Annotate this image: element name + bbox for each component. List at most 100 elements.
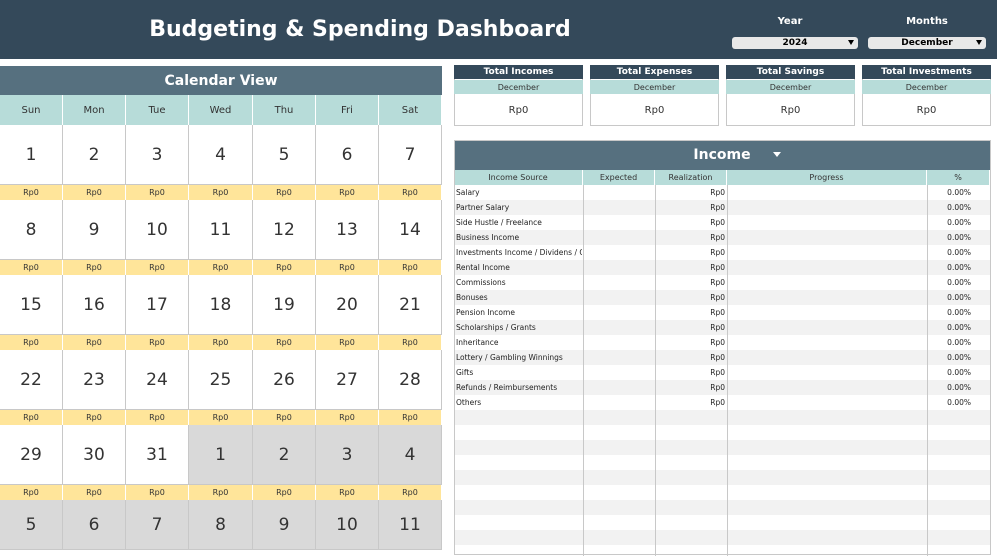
day-cell: 23 (63, 350, 126, 410)
column-divider (727, 485, 728, 500)
table-row (454, 395, 990, 410)
column-divider (655, 455, 656, 470)
column-divider (655, 260, 656, 275)
column-divider (583, 350, 584, 365)
column-divider (727, 380, 728, 395)
weekday: Sun (0, 95, 63, 125)
card-period: December (454, 80, 583, 94)
column-divider (727, 200, 728, 215)
day-cell: 25 (189, 350, 253, 410)
day-cell: 21 (379, 275, 442, 335)
day-amount: Rp0 (63, 410, 126, 425)
column-divider (927, 530, 928, 545)
dropdown-arrow (848, 40, 854, 45)
day-amount: Rp0 (0, 260, 63, 275)
column-divider (583, 485, 584, 500)
column-divider (727, 410, 728, 425)
table-row (454, 515, 990, 530)
table-row (454, 215, 990, 230)
income-source: Gifts (456, 368, 474, 377)
column-divider (727, 185, 728, 200)
column-divider (927, 470, 928, 485)
day-amount: Rp0 (189, 185, 253, 200)
column-divider (927, 290, 928, 305)
column-divider (727, 545, 728, 556)
day-cell: 6 (63, 500, 126, 550)
income-realization: Rp0 (710, 278, 725, 287)
column-divider (583, 275, 584, 290)
table-row (454, 425, 990, 440)
column-divider (655, 515, 656, 530)
day-cell: 3 (126, 125, 189, 185)
income-realization: Rp0 (710, 398, 725, 407)
income-dropdown-arrow[interactable] (773, 152, 781, 157)
column-divider (927, 230, 928, 245)
table-row (454, 185, 990, 200)
column-divider (583, 185, 584, 200)
day-cell: 16 (63, 275, 126, 335)
column-divider (655, 410, 656, 425)
day-cell: 2 (63, 125, 126, 185)
day-amount: Rp0 (126, 485, 189, 500)
column-divider (727, 230, 728, 245)
column-divider (583, 530, 584, 545)
day-amount: Rp0 (379, 185, 442, 200)
column-divider (927, 380, 928, 395)
day-amount: Rp0 (253, 260, 316, 275)
table-row (454, 305, 990, 320)
column-divider (583, 515, 584, 530)
table-row (454, 485, 990, 500)
day-cell: 11 (379, 500, 442, 550)
table-row (454, 200, 990, 215)
day-amount: Rp0 (126, 260, 189, 275)
column-header: Realization (655, 170, 727, 185)
year-dropdown[interactable]: 2024 (732, 37, 858, 49)
day-amount: Rp0 (379, 485, 442, 500)
title: Budgeting & Spending Dashboard (149, 16, 571, 42)
column-divider (583, 290, 584, 305)
column-divider (583, 470, 584, 485)
column-divider (927, 455, 928, 470)
day-amount: Rp0 (126, 410, 189, 425)
day-amount: Rp0 (63, 260, 126, 275)
column-divider (655, 320, 656, 335)
day-amount: Rp0 (253, 335, 316, 350)
income-percent: 0.00% (947, 323, 971, 332)
day-cell: 29 (0, 425, 63, 485)
column-divider (927, 260, 928, 275)
income-percent: 0.00% (947, 263, 971, 272)
column-divider (727, 245, 728, 260)
income-realization: Rp0 (710, 293, 725, 302)
month-dropdown[interactable]: December (868, 37, 986, 49)
day-amount: Rp0 (189, 260, 253, 275)
income-source: Pension Income (456, 308, 515, 317)
column-divider (727, 530, 728, 545)
column-divider (927, 185, 928, 200)
column-divider (583, 305, 584, 320)
column-divider (727, 260, 728, 275)
table-row (454, 245, 990, 260)
column-divider (655, 215, 656, 230)
weekday: Fri (316, 95, 379, 125)
day-cell: 9 (253, 500, 316, 550)
column-divider (655, 335, 656, 350)
day-amount: Rp0 (316, 335, 379, 350)
day-cell: 20 (316, 275, 379, 335)
column-divider (727, 350, 728, 365)
column-header: Progress (727, 170, 927, 185)
income-percent: 0.00% (947, 383, 971, 392)
day-amount: Rp0 (379, 260, 442, 275)
day-amount: Rp0 (0, 185, 63, 200)
column-divider (655, 530, 656, 545)
income-source: Business Income (456, 233, 520, 242)
day-cell: 1 (0, 125, 63, 185)
card-title: Total Expenses (590, 65, 719, 79)
day-cell: 8 (189, 500, 253, 550)
income-source: Lottery / Gambling Winnings (456, 353, 563, 362)
income-realization: Rp0 (710, 353, 725, 362)
column-divider (583, 410, 584, 425)
column-divider (927, 215, 928, 230)
column-divider (655, 200, 656, 215)
day-cell: 7 (379, 125, 442, 185)
